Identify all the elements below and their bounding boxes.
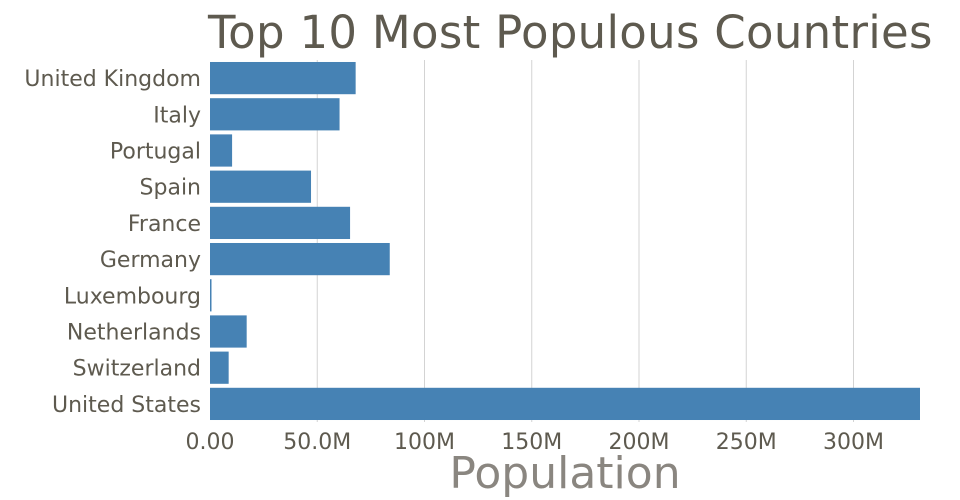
x-tick-labels: 0.00 50.0M 100M 150M 200M 250M 300M bbox=[186, 430, 884, 455]
category-label: Italy bbox=[153, 103, 201, 128]
bars bbox=[210, 61, 920, 421]
bar-germany[interactable] bbox=[210, 242, 390, 276]
bar-portugal[interactable] bbox=[210, 134, 233, 167]
bar-spain[interactable] bbox=[210, 170, 312, 203]
category-label: Luxembourg bbox=[64, 284, 201, 309]
x-tick-label: 0.00 bbox=[186, 430, 235, 455]
bar-united-kingdom[interactable] bbox=[210, 61, 356, 95]
category-label: Netherlands bbox=[67, 321, 201, 346]
x-tick-label: 300M bbox=[823, 430, 884, 455]
category-label: United States bbox=[52, 393, 201, 418]
x-tick-label: 100M bbox=[394, 430, 455, 455]
category-label: Spain bbox=[140, 176, 201, 201]
x-axis-title: Population bbox=[449, 448, 680, 499]
bar-italy[interactable] bbox=[210, 98, 340, 131]
x-tick-label: 50.0M bbox=[283, 430, 351, 455]
category-label: Portugal bbox=[110, 140, 201, 165]
chart-title: Top 10 Most Populous Countries bbox=[208, 6, 933, 59]
bar-switzerland[interactable] bbox=[210, 351, 229, 384]
category-labels: United Kingdom Italy Portugal Spain France Ge… bbox=[24, 67, 201, 418]
x-tick-label: 250M bbox=[716, 430, 777, 455]
category-label: United Kingdom bbox=[24, 67, 201, 92]
category-label: Germany bbox=[100, 248, 201, 273]
bar-luxembourg[interactable] bbox=[210, 279, 212, 312]
x-tick-label: 150M bbox=[501, 430, 562, 455]
x-tick-label: 200M bbox=[609, 430, 670, 455]
category-label: France bbox=[128, 212, 201, 237]
category-label: Switzerland bbox=[73, 357, 201, 382]
bar-netherlands[interactable] bbox=[210, 315, 247, 348]
gridlines bbox=[316, 60, 855, 422]
bar-united-states[interactable] bbox=[210, 387, 920, 421]
bar-france[interactable] bbox=[210, 206, 351, 240]
